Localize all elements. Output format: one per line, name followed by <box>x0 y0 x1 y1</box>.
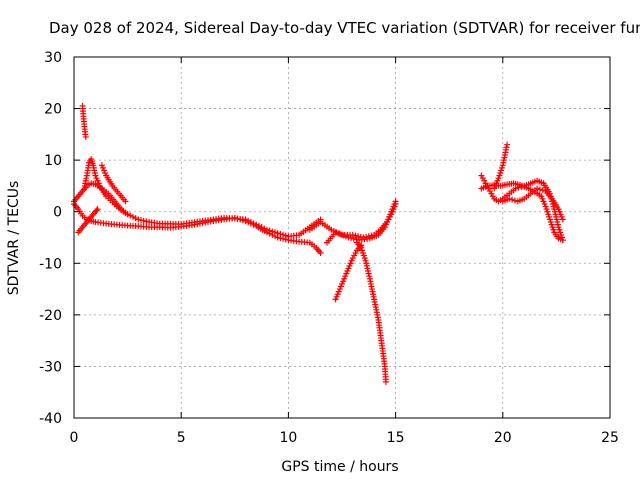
data-point <box>504 141 511 148</box>
x-axis-label: GPS time / hours <box>281 459 398 475</box>
data-point <box>140 217 147 224</box>
data-point <box>143 218 150 225</box>
data-point <box>274 230 281 237</box>
data-point <box>127 212 134 219</box>
data-point <box>382 378 389 385</box>
data-point <box>392 198 399 205</box>
data-point <box>328 226 335 233</box>
x-tick-label: 25 <box>601 430 619 446</box>
data-point <box>506 195 513 202</box>
series-arc-early-burst <box>81 156 131 218</box>
x-tick-label: 10 <box>279 430 297 446</box>
chart-title: Day 028 of 2024, Sidereal Day-to-day VTE… <box>49 19 640 37</box>
data-point <box>258 224 265 231</box>
series-arc-afternoon-2 <box>323 198 399 246</box>
y-tick-label: -20 <box>39 308 62 324</box>
data-point <box>317 249 324 256</box>
data-point <box>242 216 249 223</box>
x-tick-label: 5 <box>177 430 186 446</box>
x-tick-label: 15 <box>387 430 405 446</box>
data-point <box>277 230 284 237</box>
series-arc-late-b <box>478 180 566 244</box>
data-point <box>132 215 139 222</box>
data-point <box>534 185 541 192</box>
data-point <box>93 207 100 214</box>
plot-frame <box>73 56 611 419</box>
data-point <box>122 198 129 205</box>
data-point <box>269 228 276 235</box>
grid-lines <box>74 57 610 418</box>
series-arc-dip-rising <box>332 242 365 303</box>
data-point <box>357 233 364 240</box>
series-arc-early-spike <box>79 102 89 140</box>
series-arc-dip-falling <box>354 239 389 385</box>
data-point <box>352 232 359 239</box>
y-tick-label: -10 <box>39 256 62 272</box>
data-point <box>349 231 356 238</box>
series-arc-early-second <box>98 162 129 205</box>
data-point <box>247 219 254 226</box>
data-point <box>266 227 273 234</box>
data-point <box>539 187 546 194</box>
data-point <box>509 196 516 203</box>
data-marks <box>71 102 566 385</box>
data-point <box>559 237 566 244</box>
series-arc-afternoon <box>306 200 399 241</box>
axis-ticks: 0 5 10 15 20 25 -40 -30 -20 -10 0 10 20 30 <box>39 50 619 446</box>
data-point <box>138 217 144 224</box>
data-point <box>282 232 289 239</box>
series-arc-late-spike <box>491 141 511 192</box>
y-tick-label: 20 <box>44 102 62 118</box>
data-point <box>250 220 257 227</box>
y-tick-label: -40 <box>39 411 62 427</box>
y-tick-label: 30 <box>44 50 62 66</box>
data-point <box>536 186 543 193</box>
data-point <box>355 233 362 240</box>
data-point <box>82 133 89 140</box>
data-point <box>135 216 142 223</box>
data-point <box>253 221 260 228</box>
y-axis-label: SDTVAR / TECUs <box>6 181 22 296</box>
data-point <box>245 217 252 224</box>
data-point <box>272 229 278 236</box>
data-point <box>129 213 136 220</box>
series-arc-late-c <box>499 185 566 223</box>
series-arc-main-upper <box>71 180 324 240</box>
y-tick-label: 10 <box>44 153 62 169</box>
data-point <box>124 211 131 218</box>
y-tick-label: -30 <box>39 359 62 375</box>
x-tick-label: 20 <box>494 430 512 446</box>
data-point <box>350 235 357 242</box>
data-point <box>345 234 352 241</box>
data-point <box>263 226 270 233</box>
data-point <box>280 231 287 238</box>
series-arc-early-low <box>75 206 101 236</box>
data-point <box>94 206 101 213</box>
data-point <box>255 222 262 229</box>
data-point <box>261 225 268 232</box>
data-point <box>348 235 355 242</box>
y-tick-label: 0 <box>53 205 62 221</box>
series-arc-main-lower <box>71 200 324 256</box>
x-tick-label: 0 <box>70 430 79 446</box>
data-point <box>511 197 518 204</box>
data-point <box>559 216 566 223</box>
